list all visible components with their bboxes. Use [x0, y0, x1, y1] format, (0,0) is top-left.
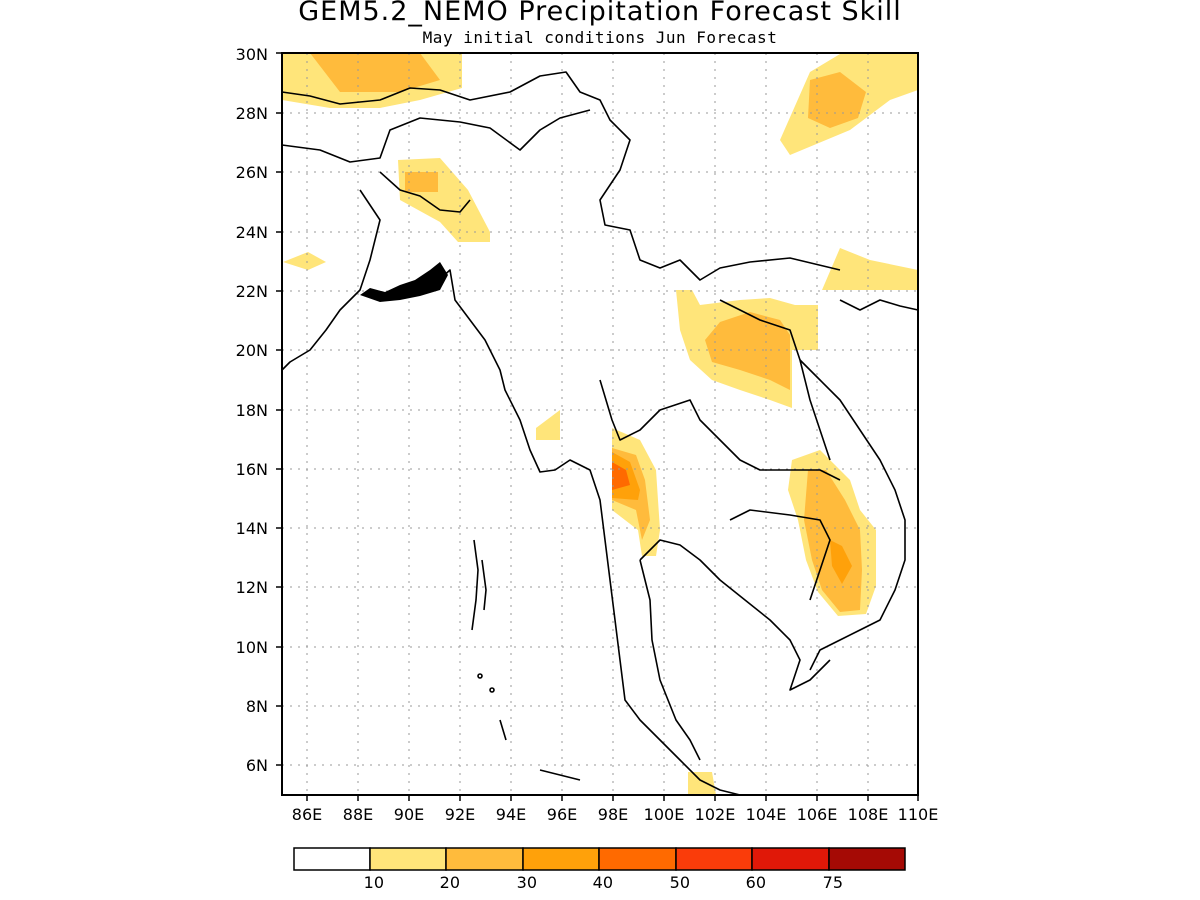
skill-area [822, 248, 918, 290]
lat-label: 12N [236, 578, 268, 597]
color-bar-label: 75 [823, 873, 843, 892]
color-bar-label: 30 [517, 873, 537, 892]
lon-label: 94E [496, 805, 526, 824]
skill-area [536, 410, 560, 440]
lon-label: 86E [292, 805, 322, 824]
color-bar-label: 40 [593, 873, 613, 892]
map-frame [281, 52, 919, 796]
lon-label: 102E [695, 805, 736, 824]
lat-label: 24N [236, 223, 268, 242]
color-bar-swatch [522, 847, 600, 871]
lon-label: 104E [746, 805, 787, 824]
lon-label: 100E [644, 805, 685, 824]
lon-label: 106E [797, 805, 838, 824]
lat-label: 6N [246, 756, 268, 775]
color-bar-swatch [445, 847, 524, 871]
lat-label: 10N [236, 638, 268, 657]
lon-label: 96E [547, 805, 577, 824]
lat-label: 16N [236, 460, 268, 479]
map-background [282, 53, 918, 795]
delta-coastline [360, 262, 448, 302]
lat-label: 30N [236, 45, 268, 64]
lat-label: 8N [246, 697, 268, 716]
lat-label: 22N [236, 282, 268, 301]
longitude-labels: 86E 88E 90E 92E 94E 96E 98E 100E 102E 10… [292, 805, 939, 824]
latitude-labels: 6N 8N 10N 12N 14N 16N 18N 20N 22N 24N 26… [236, 45, 268, 775]
color-bar-swatch [598, 847, 677, 871]
skill-area [283, 252, 326, 270]
color-bar-swatch [828, 847, 906, 871]
color-bar-labels: 10 20 30 40 50 60 75 [364, 873, 843, 892]
lat-label: 14N [236, 519, 268, 538]
color-bar [293, 847, 906, 871]
color-bar-swatch [675, 847, 753, 871]
color-bar-label: 60 [746, 873, 766, 892]
skill-area [808, 72, 866, 128]
color-bar-label: 10 [364, 873, 384, 892]
skill-area [705, 312, 790, 390]
color-bar-label: 50 [670, 873, 690, 892]
skill-area [688, 772, 716, 795]
skill-area [405, 172, 438, 192]
lat-label: 28N [236, 104, 268, 123]
coastlines [281, 71, 919, 796]
skill-area [830, 540, 852, 584]
lon-label: 90E [394, 805, 424, 824]
lat-label: 20N [236, 341, 268, 360]
lon-label: 98E [598, 805, 628, 824]
lat-label: 26N [236, 163, 268, 182]
map-subtitle: May initial conditions Jun Forecast [422, 28, 778, 47]
skill-area [310, 53, 440, 92]
color-bar-swatch [751, 847, 830, 871]
skill-shading [282, 53, 918, 795]
skill-area [612, 462, 630, 490]
color-bar-swatch [369, 847, 447, 871]
lon-label: 92E [445, 805, 475, 824]
lon-label: 110E [898, 805, 939, 824]
lon-label: 88E [343, 805, 373, 824]
lat-label: 18N [236, 401, 268, 420]
lon-label: 108E [848, 805, 889, 824]
axis-ticks [276, 52, 919, 801]
color-bar-swatch [293, 847, 371, 871]
color-bar-label: 20 [440, 873, 460, 892]
map-title: GEM5.2_NEMO Precipitation Forecast Skill [298, 0, 902, 27]
